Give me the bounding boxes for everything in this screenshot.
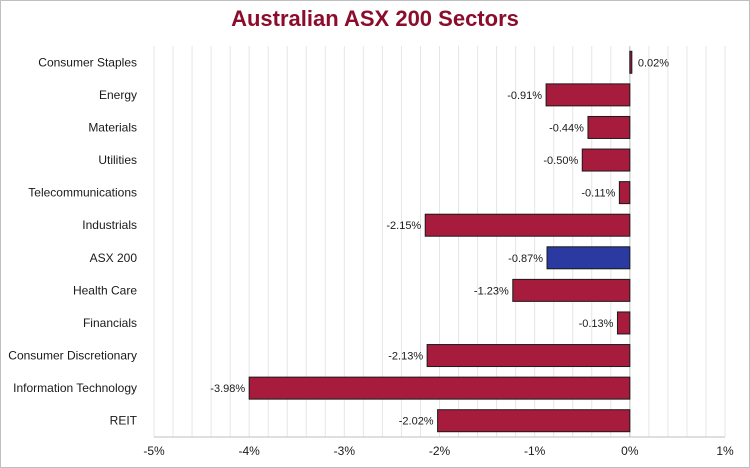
data-label: 0.02% [638,57,669,69]
data-label: -2.15% [386,220,421,232]
bar [545,83,631,107]
data-label: -0.13% [579,318,614,330]
x-tick-label: 0% [621,444,639,458]
data-label: -0.44% [549,122,584,134]
category-label: Telecommunications [28,186,137,200]
bar [512,278,631,302]
data-label: -0.50% [543,155,578,167]
data-label: -0.11% [581,188,615,200]
category-label: REIT [110,414,138,428]
x-tick-label: -4% [238,444,260,458]
bar [616,311,631,335]
category-label: Financials [83,316,137,330]
bar [587,115,631,139]
x-tick-label: -2% [429,444,451,458]
x-tick-label: 1% [716,444,734,458]
bar [629,50,633,74]
category-label: Utilities [98,153,137,167]
category-label: Information Technology [13,381,137,395]
chart-title: Australian ASX 200 Sectors [231,6,519,31]
data-label: -2.13% [388,351,423,363]
data-label: -0.91% [507,90,542,102]
bar [424,213,631,237]
bar [248,376,631,400]
category-label: Materials [88,120,137,134]
category-label: Energy [99,88,137,102]
x-tick-label: -1% [524,444,546,458]
bar [546,246,631,270]
bar [618,181,631,205]
category-label: ASX 200 [90,251,138,265]
category-label: Industrials [82,218,137,232]
bar [426,344,631,368]
category-label: Consumer Discretionary [8,349,137,363]
bar [581,148,631,172]
data-label: -1.23% [474,285,509,297]
category-label: Consumer Staples [38,55,137,69]
data-label: -3.98% [210,383,245,395]
bar [437,409,631,433]
category-label: Health Care [73,283,137,297]
data-label: -2.02% [399,416,434,428]
data-label: -0.87% [508,253,543,265]
x-tick-label: -5% [143,444,165,458]
x-tick-label: -3% [334,444,356,458]
